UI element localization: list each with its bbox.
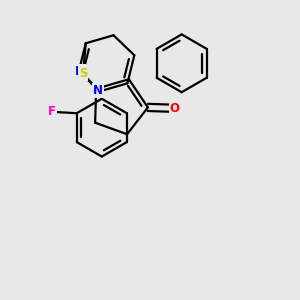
- Text: F: F: [48, 105, 56, 118]
- Text: N: N: [93, 84, 103, 97]
- Text: S: S: [79, 67, 87, 80]
- Text: N: N: [75, 65, 85, 78]
- Text: O: O: [169, 102, 179, 115]
